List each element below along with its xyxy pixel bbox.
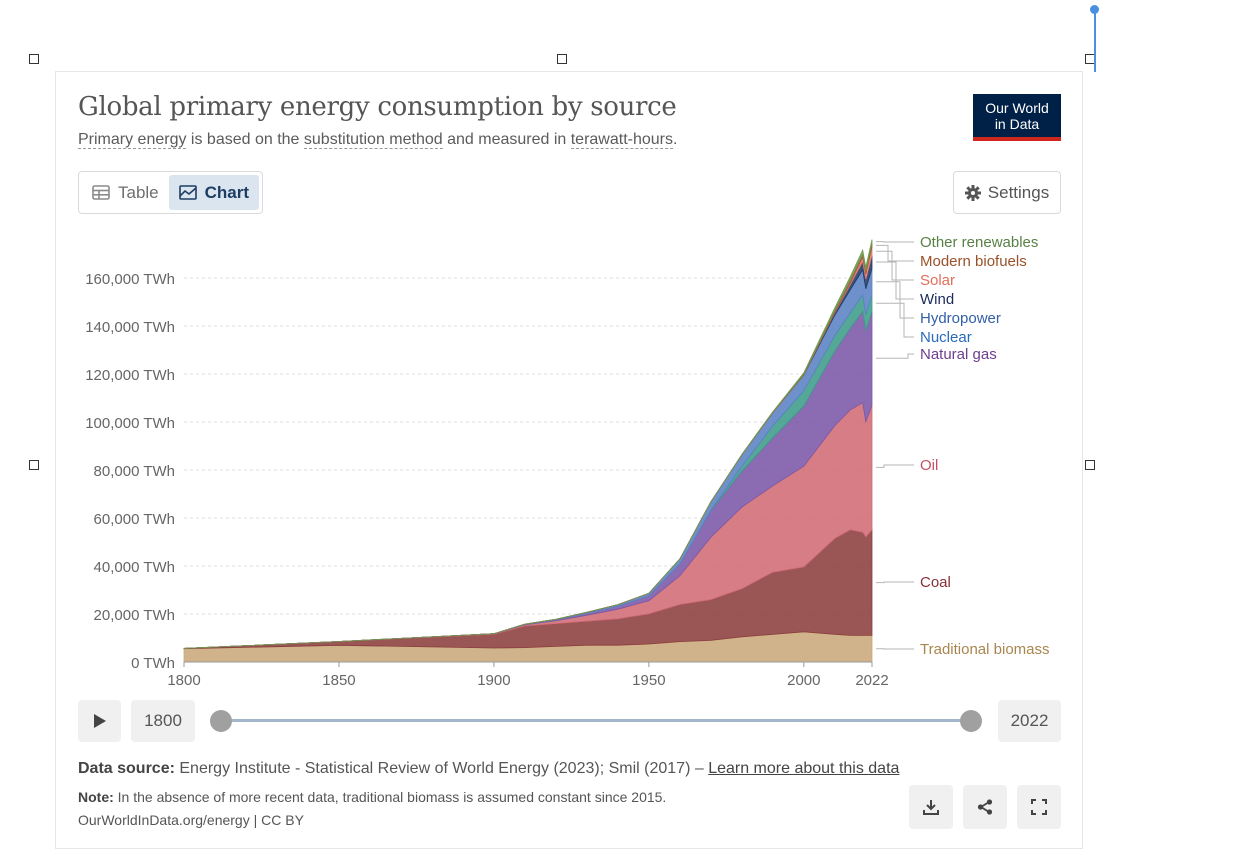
download-button[interactable] xyxy=(909,785,953,829)
rotation-handle[interactable] xyxy=(1090,5,1099,14)
x-tick-label: 1900 xyxy=(477,672,510,689)
view-tabs: Table Chart xyxy=(78,171,263,214)
end-year-button[interactable]: 2022 xyxy=(998,700,1061,742)
legend-connector xyxy=(876,581,914,584)
credit-line[interactable]: OurWorldInData.org/energy | CC BY xyxy=(78,812,304,828)
fullscreen-button[interactable] xyxy=(1017,785,1061,829)
resize-handle-top-center[interactable] xyxy=(557,54,567,64)
tab-chart[interactable]: Chart xyxy=(168,175,260,210)
x-tick-label: 1850 xyxy=(322,672,355,689)
resize-handle-top-left[interactable] xyxy=(29,54,39,64)
tab-chart-label: Chart xyxy=(204,182,250,202)
x-tick-label: 2022 xyxy=(855,672,888,689)
end-year-label: 2022 xyxy=(1010,711,1049,730)
legend-label-solar[interactable]: Solar xyxy=(920,272,955,289)
y-tick-label: 20,000 TWh xyxy=(94,607,175,624)
legend-connector xyxy=(876,353,914,359)
timeline-start-handle[interactable] xyxy=(210,710,232,732)
legend-label-other-renewables[interactable]: Other renewables xyxy=(920,234,1038,251)
gear-icon xyxy=(964,184,981,201)
substitution-method-term[interactable]: substitution method xyxy=(303,131,443,149)
x-tick-label: 1950 xyxy=(632,672,665,689)
data-source-text: Energy Institute - Statistical Review of… xyxy=(174,760,709,777)
legend-label-coal[interactable]: Coal xyxy=(920,574,951,591)
start-year-button[interactable]: 1800 xyxy=(131,700,195,742)
table-icon xyxy=(92,185,110,200)
tab-table-label: Table xyxy=(118,182,159,202)
legend-connector xyxy=(876,281,914,319)
tab-table[interactable]: Table xyxy=(82,175,169,210)
subtitle-text: and measured in xyxy=(442,131,571,148)
chart-note: Note: In the absence of more recent data… xyxy=(78,789,666,805)
y-tick-label: 80,000 TWh xyxy=(94,463,175,480)
fullscreen-icon xyxy=(1031,799,1047,815)
y-tick-label: 120,000 TWh xyxy=(85,367,175,384)
legend-label-traditional-biomass[interactable]: Traditional biomass xyxy=(920,641,1050,658)
note-text: In the absence of more recent data, trad… xyxy=(113,789,667,805)
play-button[interactable] xyxy=(78,700,121,742)
resize-handle-middle-right[interactable] xyxy=(1085,460,1095,470)
y-tick-label: 60,000 TWh xyxy=(94,511,175,528)
subtitle-text: . xyxy=(673,131,678,148)
legend-connector xyxy=(876,250,914,281)
legend-label-natural-gas[interactable]: Natural gas xyxy=(920,346,997,363)
legend-label-nuclear[interactable]: Nuclear xyxy=(920,329,972,346)
data-source: Data source: Energy Institute - Statisti… xyxy=(78,760,899,778)
learn-more-link[interactable]: Learn more about this data xyxy=(708,760,900,777)
y-tick-label: 160,000 TWh xyxy=(85,271,175,288)
legend-connector xyxy=(876,302,914,338)
area-other-renewables[interactable] xyxy=(183,239,873,649)
chart-area-icon xyxy=(178,185,197,200)
legend-label-oil[interactable]: Oil xyxy=(920,457,938,474)
rotation-line xyxy=(1094,10,1096,72)
play-icon xyxy=(93,714,106,728)
legend-label-modern-biofuels[interactable]: Modern biofuels xyxy=(920,253,1027,270)
primary-energy-term[interactable]: Primary energy xyxy=(78,131,187,149)
legend-connector xyxy=(876,244,914,262)
chart-title: Global primary energy consumption by sou… xyxy=(78,92,677,122)
y-tick-label: 0 TWh xyxy=(131,655,175,672)
settings-button[interactable]: Settings xyxy=(953,171,1061,214)
legend-connector xyxy=(876,261,914,300)
data-source-label: Data source: xyxy=(78,760,175,777)
share-icon xyxy=(977,799,993,815)
terawatt-hours-term[interactable]: terawatt-hours xyxy=(570,131,673,149)
logo-line-2: in Data xyxy=(994,116,1040,132)
logo-line-1: Our World xyxy=(985,100,1049,116)
subtitle-text: is based on the xyxy=(186,131,304,148)
timeline-end-handle[interactable] xyxy=(960,710,982,732)
resize-handle-middle-left[interactable] xyxy=(29,460,39,470)
x-tick-label: 1800 xyxy=(167,672,200,689)
owid-logo[interactable]: Our World in Data xyxy=(973,94,1061,141)
y-tick-label: 100,000 TWh xyxy=(85,415,175,432)
x-tick-label: 2000 xyxy=(787,672,820,689)
legend-label-hydropower[interactable]: Hydropower xyxy=(920,310,1001,327)
y-tick-label: 140,000 TWh xyxy=(85,319,175,336)
chart-subtitle: Primary energy is based on the substitut… xyxy=(78,131,677,149)
start-year-label: 1800 xyxy=(144,711,182,730)
note-label: Note: xyxy=(78,789,114,805)
share-button[interactable] xyxy=(963,785,1007,829)
download-icon xyxy=(923,800,939,815)
settings-label: Settings xyxy=(987,182,1050,202)
y-tick-label: 40,000 TWh xyxy=(94,559,175,576)
legend-label-wind[interactable]: Wind xyxy=(920,291,954,308)
timeline-track[interactable] xyxy=(221,719,971,722)
legend-connector xyxy=(876,464,914,468)
